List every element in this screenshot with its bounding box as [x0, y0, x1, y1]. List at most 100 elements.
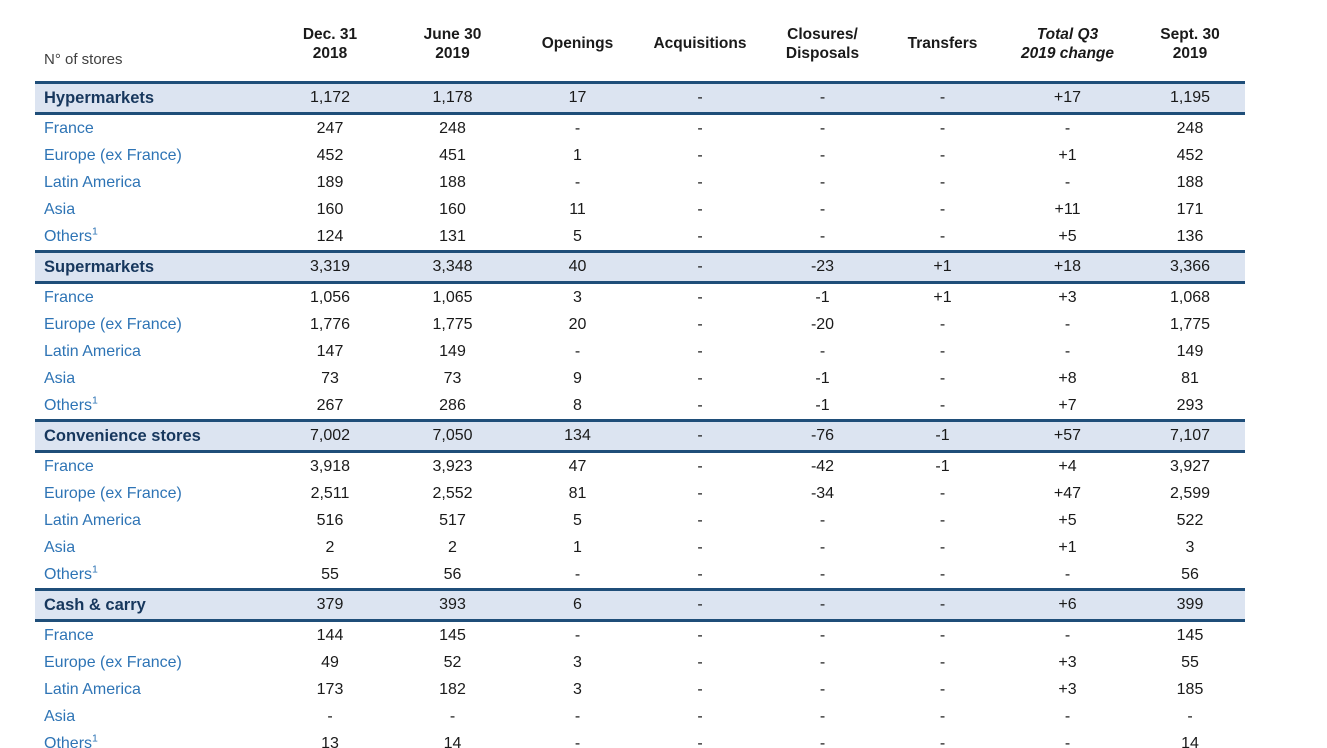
value-cell-acquisitions: -	[697, 120, 703, 137]
stores-table: N° of stores Dec. 31 2018 June 30 2019 Openi…	[35, 6, 1245, 748]
value-cell-sept-30-2019: 293	[1176, 397, 1204, 414]
region-label: Asia	[44, 370, 76, 387]
value-cell-total-q3-2019-change: -	[1064, 627, 1071, 644]
table-header: N° of stores Dec. 31 2018 June 30 2019 Openi…	[35, 6, 1245, 83]
value-cell-acquisitions: -	[697, 539, 703, 556]
value-cell-openings: 3	[573, 654, 582, 671]
value-cell-june-30-2019: 517	[439, 512, 466, 529]
region-row-cash-carry-latin-america: Latin America 173 182 3 - - - +3 185	[35, 676, 1245, 703]
value-cell-acquisitions: -	[697, 458, 703, 475]
section-total-transfers: -	[939, 596, 946, 613]
section-total-june-30-2019: 3,348	[432, 258, 473, 275]
value-cell-dec-31-2018: 144	[316, 627, 344, 644]
value-cell-acquisitions: -	[697, 681, 703, 698]
value-cell-total-q3-2019-change: -	[1064, 120, 1071, 137]
value-cell-openings: 5	[573, 512, 582, 529]
section-total-openings: 40	[568, 258, 587, 275]
value-cell-openings: -	[574, 735, 581, 748]
value-cell-closures-disposals: -	[819, 147, 826, 164]
value-cell-openings: 3	[573, 289, 582, 306]
region-label: Asia	[44, 539, 76, 556]
region-row-cash-carry-others: Others1 13 14 - - - - - 14	[35, 730, 1245, 748]
section-total-sept-30-2019: 399	[1176, 596, 1204, 613]
value-cell-acquisitions: -	[697, 370, 703, 387]
value-cell-closures-disposals: -	[819, 512, 826, 529]
section-total-june-30-2019: 393	[439, 596, 466, 613]
region-label: Europe (ex France)	[44, 316, 182, 333]
value-cell-openings: -	[574, 627, 581, 644]
value-cell-openings: -	[574, 120, 581, 137]
value-cell-transfers: -	[939, 512, 946, 529]
header-row: N° of stores Dec. 31 2018 June 30 2019 Openi…	[35, 6, 1245, 83]
value-cell-june-30-2019: -	[449, 708, 456, 725]
region-row-supermarkets-asia: Asia 73 73 9 - -1 - +8 81	[35, 365, 1245, 392]
value-cell-openings: -	[574, 174, 581, 191]
value-cell-openings: -	[574, 708, 581, 725]
section-total-openings: 17	[568, 89, 587, 106]
region-row-supermarkets-europe-ex-france: Europe (ex France) 1,776 1,775 20 - -20 - - 1,77…	[35, 311, 1245, 338]
section-total-transfers: -1	[935, 427, 950, 444]
value-cell-dec-31-2018: 3,918	[309, 458, 351, 475]
region-label: Others1	[44, 394, 98, 414]
value-cell-acquisitions: -	[697, 627, 703, 644]
value-cell-sept-30-2019: 248	[1176, 120, 1204, 137]
value-cell-closures-disposals: -	[819, 654, 826, 671]
value-cell-june-30-2019: 52	[443, 654, 462, 671]
section-label: Hypermarkets	[44, 89, 155, 107]
value-cell-transfers: -	[939, 485, 946, 502]
region-label: Others1	[44, 225, 98, 245]
value-cell-acquisitions: -	[697, 708, 703, 725]
section-total-total-q3-2019-change: +57	[1053, 427, 1082, 444]
value-cell-dec-31-2018: 49	[321, 654, 339, 671]
section-total-total-q3-2019-change: +6	[1058, 596, 1077, 613]
value-cell-total-q3-2019-change: +3	[1058, 654, 1077, 671]
region-label: Others1	[44, 563, 98, 583]
value-cell-june-30-2019: 286	[439, 397, 466, 414]
value-cell-june-30-2019: 182	[439, 681, 466, 698]
value-cell-closures-disposals: -42	[810, 458, 835, 475]
column-header-openings: Openings	[541, 35, 614, 52]
region-label: Latin America	[44, 512, 141, 529]
region-label: Latin America	[44, 681, 141, 698]
value-cell-total-q3-2019-change: +3	[1058, 681, 1077, 698]
value-cell-total-q3-2019-change: +5	[1058, 512, 1077, 529]
value-cell-sept-30-2019: 55	[1181, 654, 1199, 671]
value-cell-total-q3-2019-change: +5	[1058, 228, 1077, 245]
region-label: Europe (ex France)	[44, 654, 182, 671]
value-cell-transfers: -	[939, 120, 946, 137]
value-cell-closures-disposals: -	[819, 539, 826, 556]
value-cell-sept-30-2019: 149	[1176, 343, 1204, 360]
section-total-total-q3-2019-change: +17	[1053, 89, 1082, 106]
column-header-acquisitions: Acquisitions	[653, 35, 747, 52]
value-cell-dec-31-2018: 55	[321, 566, 339, 583]
value-cell-sept-30-2019: 171	[1176, 201, 1204, 218]
value-cell-closures-disposals: -	[819, 627, 826, 644]
region-row-cash-carry-france: France 144 145 - - - - - 145	[35, 621, 1245, 650]
value-cell-total-q3-2019-change: -	[1064, 708, 1071, 725]
column-header-transfers: Transfers	[907, 35, 978, 52]
value-cell-june-30-2019: 1,775	[432, 316, 473, 333]
region-label: Europe (ex France)	[44, 485, 182, 502]
value-cell-sept-30-2019: -	[1187, 708, 1193, 725]
value-cell-closures-disposals: -	[819, 735, 826, 748]
region-row-supermarkets-france: France 1,056 1,065 3 - -1 +1 +3 1,068	[35, 283, 1245, 312]
section-row-cash-carry: Cash & carry 379 393 6 - - - +6 399	[35, 589, 1245, 621]
value-cell-sept-30-2019: 136	[1176, 228, 1204, 245]
value-cell-total-q3-2019-change: -	[1064, 735, 1071, 748]
value-cell-dec-31-2018: 2	[325, 539, 335, 556]
value-cell-dec-31-2018: 247	[316, 120, 344, 137]
section-total-acquisitions: -	[697, 596, 703, 613]
value-cell-acquisitions: -	[697, 735, 703, 748]
value-cell-openings: 8	[573, 397, 582, 414]
value-cell-dec-31-2018: 124	[316, 228, 344, 245]
value-cell-closures-disposals: -	[819, 228, 826, 245]
value-cell-june-30-2019: 149	[439, 343, 466, 360]
value-cell-transfers: -	[939, 627, 946, 644]
region-label: Latin America	[44, 343, 141, 360]
value-cell-total-q3-2019-change: -	[1064, 343, 1071, 360]
value-cell-june-30-2019: 1,065	[432, 289, 473, 306]
value-cell-openings: 3	[573, 681, 582, 698]
value-cell-june-30-2019: 56	[443, 566, 462, 583]
section-total-sept-30-2019: 7,107	[1169, 427, 1211, 444]
value-cell-openings: -	[574, 343, 581, 360]
